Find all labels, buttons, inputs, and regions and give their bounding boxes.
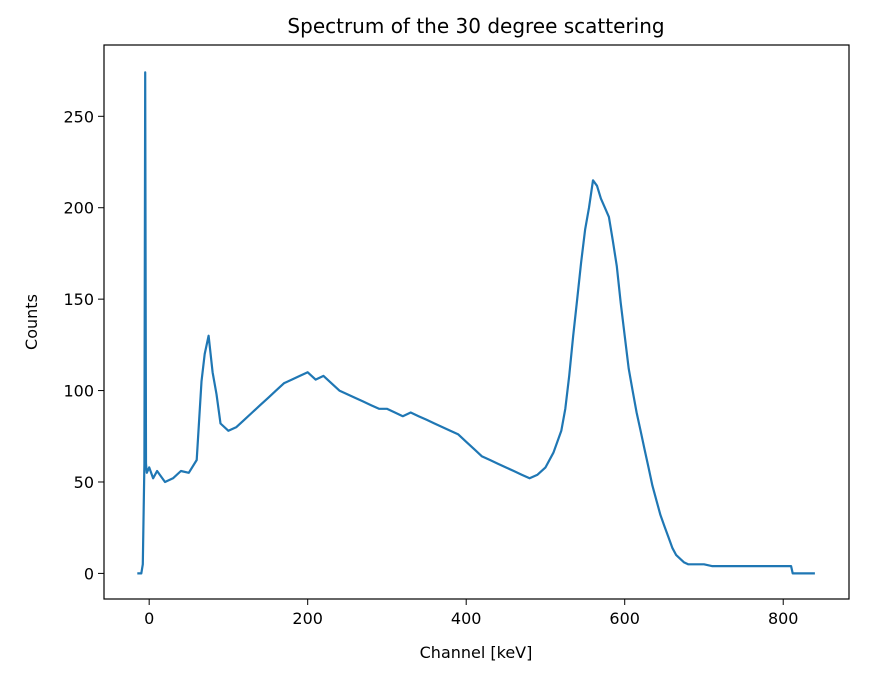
y-tick-label: 100 [63, 382, 94, 401]
x-tick-label: 600 [609, 609, 640, 628]
y-tick-label: 0 [84, 564, 94, 583]
y-tick-label: 250 [63, 107, 94, 126]
plot-frame [103, 44, 850, 600]
y-tick-label: 50 [74, 473, 94, 492]
y-tick-label: 200 [63, 199, 94, 218]
y-tick-label: 150 [63, 290, 94, 309]
spectrum-line [137, 71, 815, 575]
series-group [137, 71, 815, 575]
x-axis-ticks: 0 200 400 600 800 [144, 599, 798, 628]
y-axis-label: Counts [22, 294, 41, 350]
x-axis-label: Channel [keV] [420, 643, 533, 662]
x-tick-label: 400 [451, 609, 482, 628]
x-tick-label: 800 [768, 609, 799, 628]
x-tick-label: 200 [292, 609, 323, 628]
y-axis-ticks: 0 50 100 150 200 250 [63, 107, 104, 583]
x-tick-label: 0 [144, 609, 154, 628]
chart-title: Spectrum of the 30 degree scattering [287, 14, 664, 38]
